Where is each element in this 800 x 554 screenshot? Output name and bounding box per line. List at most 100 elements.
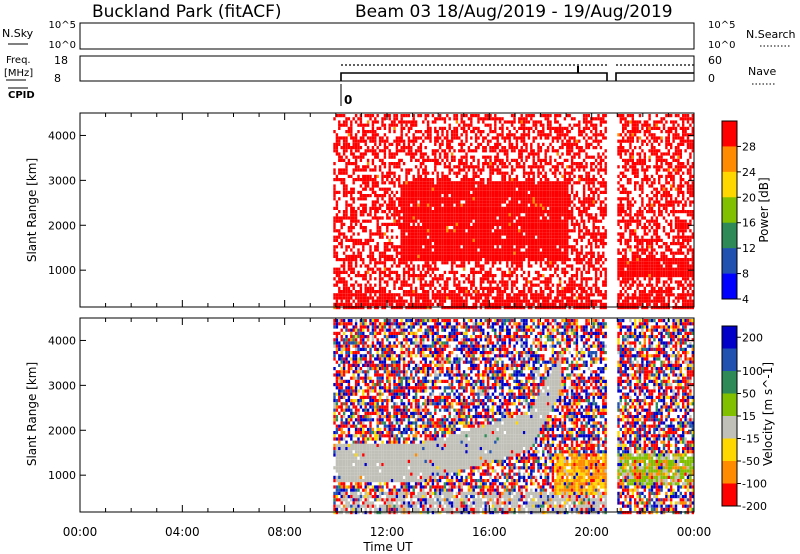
cell xyxy=(494,126,497,130)
cell xyxy=(333,248,336,252)
cell xyxy=(594,242,598,246)
cell xyxy=(455,258,459,262)
cell xyxy=(582,290,586,294)
cell xyxy=(631,165,634,169)
cell xyxy=(479,203,483,207)
cell xyxy=(570,184,574,188)
cell xyxy=(501,242,504,246)
cell xyxy=(544,133,547,137)
cell xyxy=(622,216,625,220)
cell xyxy=(410,219,413,223)
cell xyxy=(556,267,559,271)
cell xyxy=(551,264,555,268)
cell xyxy=(333,296,336,300)
cell xyxy=(539,242,543,246)
cell xyxy=(570,158,574,162)
cell xyxy=(532,251,535,255)
cell xyxy=(566,226,569,230)
cell xyxy=(460,190,463,194)
cell xyxy=(542,142,545,146)
cell xyxy=(434,184,437,188)
cell xyxy=(453,206,456,210)
cell xyxy=(496,206,499,210)
cell xyxy=(518,181,521,185)
cell xyxy=(438,299,442,303)
cell xyxy=(482,245,485,249)
cell xyxy=(496,219,499,223)
cell xyxy=(558,114,562,118)
cell xyxy=(587,286,591,290)
cell xyxy=(522,184,526,188)
cell xyxy=(405,248,408,252)
cell xyxy=(450,213,454,217)
cell xyxy=(374,190,377,194)
cell xyxy=(544,222,547,226)
cell xyxy=(417,277,420,281)
cell xyxy=(496,133,499,137)
cell xyxy=(510,290,514,294)
cell xyxy=(465,299,468,303)
cell xyxy=(450,293,454,297)
cell xyxy=(474,306,478,310)
cell xyxy=(629,222,632,226)
cell xyxy=(530,206,533,210)
cell xyxy=(431,184,435,188)
cell xyxy=(539,178,543,182)
cell xyxy=(354,178,358,182)
cell xyxy=(585,277,588,281)
cell xyxy=(455,306,459,310)
cell xyxy=(467,258,471,262)
cell xyxy=(515,203,519,207)
cell xyxy=(626,274,630,278)
cell xyxy=(554,299,557,303)
cell xyxy=(566,194,569,198)
cell xyxy=(617,293,620,297)
cell xyxy=(474,114,478,118)
cell xyxy=(426,245,430,249)
cell xyxy=(525,277,528,281)
cell xyxy=(455,277,459,281)
cell xyxy=(585,114,588,118)
cell xyxy=(590,254,593,258)
cell xyxy=(393,270,396,274)
cell xyxy=(592,235,595,239)
cell xyxy=(631,258,634,262)
cell xyxy=(575,139,579,143)
cell xyxy=(434,203,437,207)
cell xyxy=(580,162,583,166)
cell xyxy=(345,296,348,300)
cell xyxy=(345,245,348,249)
cell xyxy=(482,274,485,278)
cell xyxy=(592,238,595,242)
cell xyxy=(395,270,399,274)
cell xyxy=(438,258,442,262)
cell xyxy=(470,293,473,297)
cell xyxy=(340,114,343,118)
cell xyxy=(604,270,607,274)
cell xyxy=(407,293,411,297)
cell xyxy=(462,184,466,188)
cell xyxy=(338,171,341,175)
cell xyxy=(462,306,466,310)
cell xyxy=(634,120,637,124)
cell xyxy=(431,251,435,255)
cell xyxy=(578,251,581,255)
cell xyxy=(407,146,411,150)
cell xyxy=(617,149,620,153)
cell xyxy=(518,162,521,166)
cell xyxy=(515,139,519,143)
cell xyxy=(417,238,420,242)
cell xyxy=(366,120,370,124)
cell xyxy=(417,194,420,198)
cell xyxy=(508,181,511,185)
cell xyxy=(450,155,454,159)
cell xyxy=(549,130,552,134)
cell xyxy=(474,238,478,242)
cell xyxy=(465,133,468,137)
cell xyxy=(386,226,389,230)
cell xyxy=(515,226,519,230)
cell xyxy=(520,197,523,201)
cell xyxy=(597,277,600,281)
cell xyxy=(624,277,627,281)
cell xyxy=(558,210,562,214)
